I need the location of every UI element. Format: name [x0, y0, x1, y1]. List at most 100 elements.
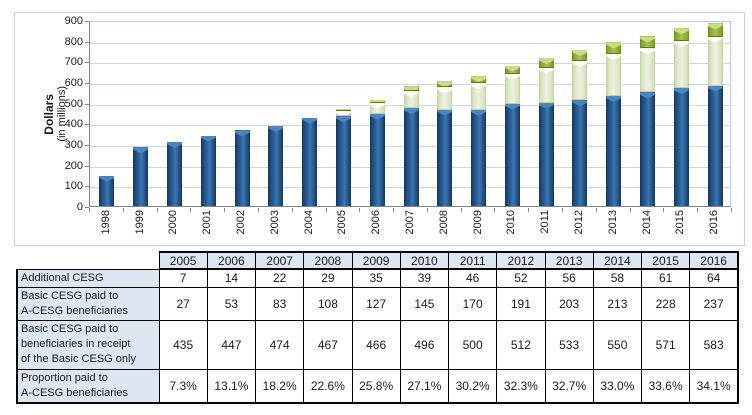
bar-segment-green [403, 86, 419, 91]
bar-segment-blue [707, 85, 723, 206]
x-axis-label-slot: 2012 [562, 210, 596, 246]
x-axis-label-slot: 2015 [663, 210, 697, 246]
bar-segment-green [504, 65, 520, 74]
table-row: Basic CESG paid to A-CESG beneficiaries 2… [16, 286, 740, 321]
bar-1998 [99, 175, 115, 206]
table-value-cell: 435 [158, 319, 208, 370]
bar-segment-blue [538, 102, 554, 206]
table-value-cell: 27 [158, 286, 208, 321]
x-axis-label: 1999 [133, 210, 146, 235]
table-value-cell: 52 [496, 268, 546, 288]
table-value-cell: 500 [447, 319, 498, 370]
table-value-cell: 13.1% [206, 368, 257, 404]
y-tick-mark [85, 124, 89, 126]
x-tick-mark [359, 208, 361, 212]
x-tick-mark [426, 208, 428, 212]
table-year-header: 2007 [254, 251, 305, 270]
bar-segment-pale [707, 36, 723, 86]
table-value-cell: 53 [206, 286, 257, 321]
bar-2002 [234, 130, 250, 206]
table-value-cell: 191 [496, 286, 546, 321]
x-axis-label: 2010 [505, 210, 518, 235]
table-value-cell: 571 [640, 319, 691, 370]
x-axis-label: 2002 [235, 210, 248, 235]
table-value-cell: 203 [544, 286, 594, 321]
bar-segment-blue [166, 141, 182, 206]
x-tick-mark [629, 208, 631, 212]
table-value-cell: 25.8% [351, 368, 401, 404]
table-value-cell: 533 [544, 319, 594, 370]
x-tick-mark [528, 208, 530, 212]
table-value-cell: 46 [447, 268, 498, 288]
y-tick-mark [85, 186, 89, 188]
bar-segment-pale [572, 60, 588, 101]
bar-segment-pale [538, 67, 554, 103]
x-axis-label-slot: 2007 [393, 210, 427, 246]
table-value-cell: 583 [689, 319, 740, 370]
x-tick-mark [731, 208, 732, 212]
x-axis-label-slot: 1998 [89, 210, 123, 246]
table-value-cell: 447 [206, 319, 257, 370]
x-axis-label: 2000 [167, 210, 180, 235]
x-tick-mark [325, 208, 327, 212]
table-value-cell: 34.1% [689, 368, 740, 404]
bar-2011 [538, 58, 554, 206]
table-value-cell: 32.7% [544, 368, 594, 404]
y-tick-mark [85, 83, 89, 84]
plot-area [89, 21, 731, 207]
table-value-cell: 496 [399, 319, 450, 370]
x-axis-label: 2012 [572, 210, 585, 235]
bar-segment-green [369, 99, 385, 103]
table-value-cell: 22 [254, 268, 305, 288]
bar-segment-green [673, 28, 689, 41]
table-value-cell: 14 [206, 268, 257, 288]
table-value-cell: 7.3% [158, 368, 208, 404]
bar-segment-blue [640, 92, 656, 206]
bar-segment-green [640, 36, 656, 49]
y-tick-mark [85, 21, 89, 22]
x-tick-mark [156, 208, 158, 212]
table-value-cell: 550 [592, 319, 643, 370]
bar-2010 [504, 65, 520, 206]
bar-2009 [471, 76, 487, 206]
table-value-cell: 27.1% [399, 368, 450, 404]
y-tick-label: 300 [64, 139, 83, 151]
x-tick-mark [697, 208, 699, 212]
table-value-cell: 32.3% [496, 368, 546, 404]
x-axis-label: 2009 [471, 210, 484, 235]
table-value-cell: 127 [351, 286, 401, 321]
table-value-cell: 512 [496, 319, 546, 370]
bar-segment-green [471, 76, 487, 84]
table-corner-empty [17, 252, 159, 269]
gridline [90, 84, 730, 85]
bar-segment-blue [133, 147, 149, 206]
y-tick-label: 0 [76, 201, 83, 213]
table-value-cell: 237 [689, 286, 740, 321]
y-axis-title-sub: (in millions) [56, 86, 68, 142]
table-year-header: 2016 [689, 251, 740, 270]
table-value-cell: 83 [254, 286, 305, 321]
bar-segment-pale [403, 90, 419, 109]
bar-segment-pale [640, 48, 656, 93]
x-axis-label: 2001 [201, 210, 214, 235]
x-axis-label-slot: 2014 [630, 210, 664, 246]
table-year-header: 2008 [303, 251, 353, 270]
y-tick-label: 500 [64, 97, 83, 110]
bar-segment-blue [200, 135, 216, 206]
table-year-header: 2015 [640, 251, 691, 270]
table-row-label: Proportion paid to A-CESG beneficiaries [16, 368, 160, 404]
bar-segment-blue [234, 130, 250, 206]
table-header-row: 2005 2006 2007 2008 2009 2010 2011 2012 2013 2014… [17, 251, 740, 270]
bar-segment-green [437, 81, 453, 88]
bar-2005 [335, 109, 351, 206]
table-value-cell: 170 [447, 286, 498, 321]
bar-2007 [403, 86, 419, 206]
y-tick-mark [85, 145, 89, 146]
x-axis-label: 2006 [370, 210, 383, 235]
y-tick-mark [85, 207, 89, 208]
bar-segment-green [606, 42, 622, 54]
bar-2001 [200, 135, 216, 206]
x-tick-mark [494, 208, 496, 212]
x-tick-mark [460, 208, 462, 212]
